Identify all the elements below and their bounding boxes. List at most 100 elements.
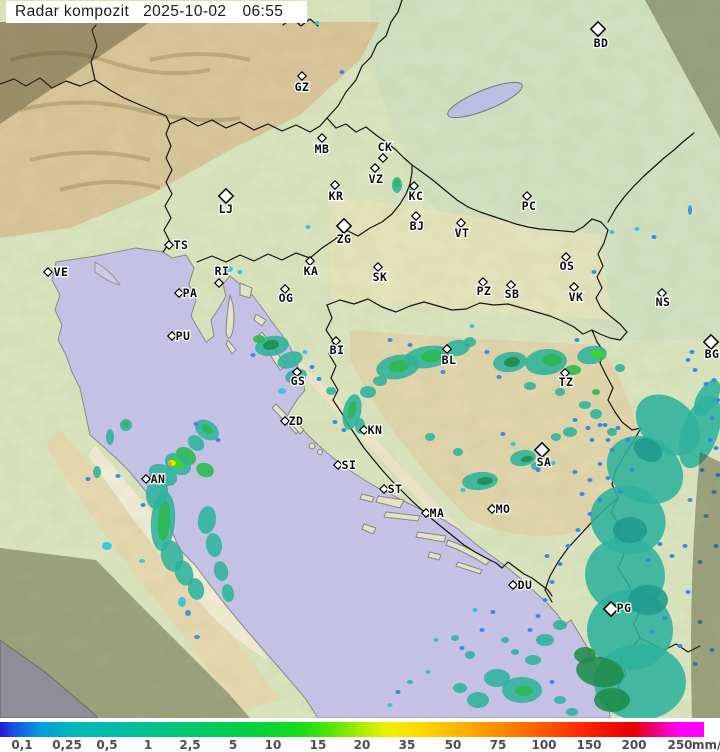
precip-cell [688,205,692,215]
precip-cell [253,335,265,343]
precip-cell [467,692,489,708]
precip-speckle [342,428,347,432]
city-label-SB: SB [505,287,520,301]
city-label-LJ: LJ [219,202,234,216]
city-label-MO: MO [496,502,511,516]
precip-speckle [485,350,490,354]
precip-speckle [630,468,635,472]
precip-cell [194,635,200,639]
city-label-PU: PU [176,329,191,343]
precip-speckle [501,432,506,436]
city-label-SA: SA [537,455,552,469]
legend-tick: 15 [310,738,327,752]
precip-speckle [650,630,655,634]
precip-speckle [704,382,709,386]
precip-cell [453,683,467,693]
precip-speckle [306,225,311,229]
precip-speckle [497,375,502,379]
legend-tick: 200 [621,738,646,752]
precip-speckle [592,270,597,274]
precip-speckle [606,476,611,480]
city-label-BD: BD [594,36,609,50]
precip-speckle [480,628,485,632]
legend-tick-row: mm/h 0,10,250,512,5510152035507510015020… [0,737,720,751]
precip-speckle [340,70,345,74]
city-label-SK: SK [373,270,388,284]
city-label-GZ: GZ [295,80,310,94]
precip-speckle [658,542,663,546]
precip-speckle [86,477,91,481]
precip-cell [553,620,567,630]
city-label-VZ: VZ [369,172,384,186]
precip-speckle [606,438,611,442]
city-label-OS: OS [560,259,575,273]
intensity-colorbar [0,722,704,737]
city-label-BL: BL [442,353,457,367]
precip-cell [536,634,554,646]
precip-cell [178,597,186,607]
precip-speckle [576,528,581,532]
precip-speckle [388,703,393,707]
precip-speckle [598,423,603,427]
precip-cell [185,610,191,616]
precip-speckle [238,270,243,274]
legend-tick: 1 [144,738,152,752]
precip-speckle [408,343,413,347]
city-label-AN: AN [151,472,166,486]
city-label-ZD: ZD [289,414,304,428]
precip-speckle [616,426,621,430]
precip-cell [278,388,286,394]
precip-speckle [460,646,465,650]
precip-speckle [388,338,393,342]
precip-speckle [251,353,256,357]
precip-cell [102,542,112,550]
precip-speckle [566,544,571,548]
composite-date: 2025-10-02 [143,3,226,21]
precip-speckle [708,438,713,442]
city-label-KC: KC [409,189,424,203]
legend-tick: 2,5 [179,738,200,752]
precip-cell [511,649,519,655]
precip-speckle [590,438,595,442]
legend-tick: 35 [399,738,416,752]
city-label-PC: PC [522,199,537,213]
legend-tick: 150 [576,738,601,752]
precip-cell [168,462,172,466]
precip-cell [551,433,561,441]
legend-tick: 100 [531,738,556,752]
precip-speckle [603,423,608,427]
precip-cell [106,429,114,445]
precip-speckle [690,350,695,354]
legend-unit: mm/h [692,738,720,752]
precip-speckle [545,554,550,558]
precip-speckle [618,490,623,494]
precip-speckle [588,478,593,482]
precip-cell [407,680,413,684]
city-label-PG: PG [617,601,632,615]
precip-speckle [550,580,555,584]
precip-speckle [693,368,698,372]
precip-cell [451,635,459,641]
city-label-RI: RI [215,264,230,278]
precip-speckle [598,498,603,502]
precip-speckle [558,562,563,566]
precip-cell [542,354,562,366]
precip-speckle [588,512,593,516]
precip-speckle [598,462,603,466]
precip-cell [465,651,475,659]
precip-speckle [586,426,591,430]
precip-speckle [470,324,475,328]
city-label-TZ: TZ [559,375,574,389]
legend-tick: 50 [445,738,462,752]
precip-cell [613,517,647,543]
precip-cell [524,382,536,390]
precip-speckle [573,418,578,422]
product-title: Radar kompozit [15,3,129,21]
precip-speckle [473,608,478,612]
precip-speckle [434,638,439,642]
precip-speckle [652,235,657,239]
precip-cell [464,337,476,347]
legend-tick: 0,1 [11,738,32,752]
precip-cell [501,637,509,643]
